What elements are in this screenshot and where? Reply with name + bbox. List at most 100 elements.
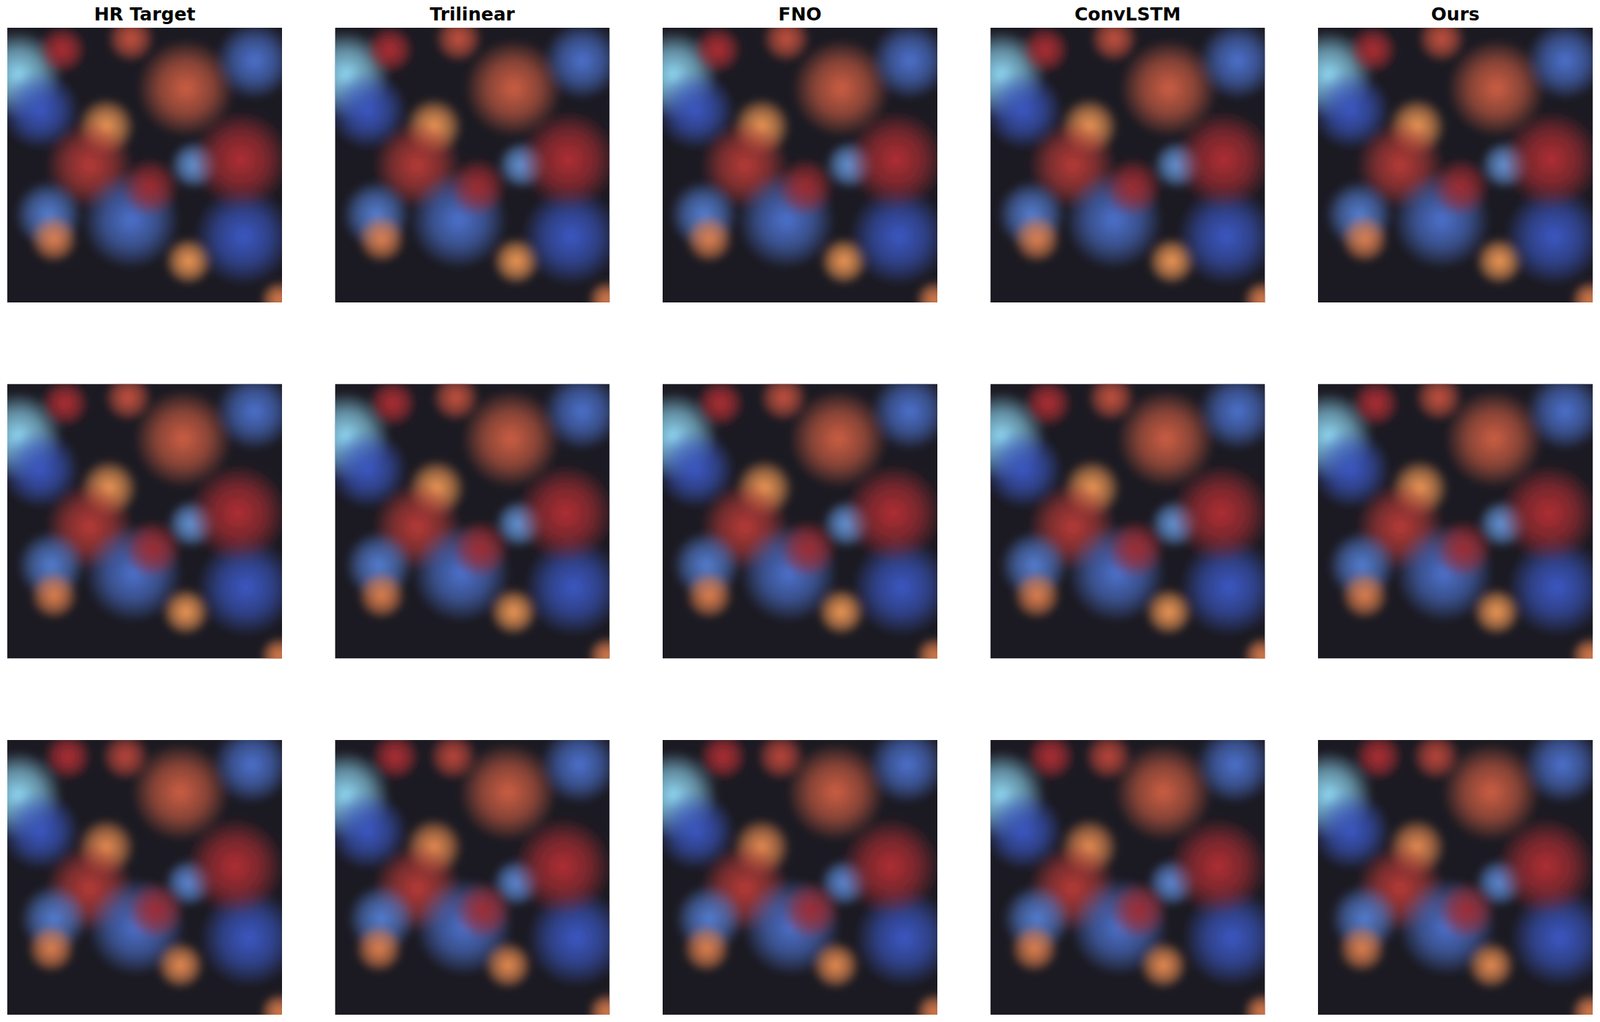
vortex <box>7 429 80 509</box>
panel <box>957 371 1283 676</box>
panel <box>957 13 1283 320</box>
vortex <box>335 429 408 509</box>
vortex <box>7 791 80 871</box>
vortex <box>1083 740 1134 782</box>
vortex <box>357 214 407 265</box>
field <box>7 740 283 1015</box>
vortex <box>335 791 408 871</box>
panel <box>629 371 955 676</box>
field <box>335 27 611 303</box>
vortex <box>870 27 938 101</box>
vortex <box>1525 384 1593 452</box>
vortex <box>1025 740 1076 782</box>
vortex <box>587 992 611 1015</box>
vortex <box>1168 816 1266 916</box>
vortex <box>662 70 735 150</box>
vortex <box>761 27 811 64</box>
vortex <box>1353 740 1404 782</box>
vortex <box>1242 992 1266 1015</box>
vortex <box>843 463 938 563</box>
vortex <box>431 384 481 424</box>
vortex <box>516 463 611 563</box>
field <box>662 384 938 659</box>
vortex <box>1339 214 1390 265</box>
vortex <box>1195 740 1266 805</box>
panel <box>1284 725 1600 1022</box>
panel <box>629 725 955 1022</box>
field <box>1317 384 1593 659</box>
column-title: FNO <box>778 3 822 25</box>
vortex <box>542 384 611 452</box>
vortex <box>1317 429 1391 509</box>
vortex <box>518 110 610 209</box>
vortex <box>1317 70 1391 150</box>
vortex <box>681 924 732 974</box>
vortex <box>914 636 938 659</box>
figure: HR TargetTrilinearFNOConvLSTMOurs <box>0 0 1600 1022</box>
vortex <box>1103 157 1163 217</box>
vortex <box>1411 740 1462 782</box>
vortex <box>214 384 283 452</box>
vortex <box>105 27 156 64</box>
vortex <box>428 740 478 782</box>
vortex <box>914 279 938 303</box>
vortex <box>539 740 611 805</box>
panel <box>301 371 627 676</box>
vortex <box>513 816 611 916</box>
field <box>7 27 283 303</box>
vortex <box>990 791 1064 871</box>
vortex <box>662 791 735 871</box>
vortex <box>1198 384 1266 452</box>
vortex <box>1242 636 1266 659</box>
vortex <box>1502 110 1593 209</box>
vortex <box>1242 279 1266 303</box>
vortex <box>370 740 421 782</box>
vortex <box>1086 384 1137 424</box>
column-title: Ours <box>1431 3 1480 25</box>
vortex <box>1317 791 1391 871</box>
vortex <box>759 384 809 424</box>
vortex <box>1431 157 1491 217</box>
vortex <box>26 924 76 974</box>
vortex <box>542 27 611 101</box>
vortex <box>1336 924 1387 974</box>
vortex <box>1012 570 1063 621</box>
vortex <box>775 157 836 217</box>
vortex <box>810 940 861 990</box>
vortex <box>354 924 405 974</box>
vortex <box>259 279 283 303</box>
vortex <box>1106 518 1166 578</box>
vortex <box>1434 518 1494 578</box>
panel <box>1284 371 1600 676</box>
vortex <box>662 429 735 509</box>
vortex <box>756 740 806 782</box>
vortex <box>1174 110 1265 209</box>
vortex <box>1109 881 1169 941</box>
vortex <box>188 463 283 563</box>
vortex <box>1009 924 1060 974</box>
vortex <box>1496 816 1593 916</box>
panel <box>0 13 299 320</box>
vortex <box>1350 384 1401 429</box>
vortex <box>1570 992 1593 1015</box>
vortex <box>185 816 283 916</box>
field <box>662 27 938 303</box>
vortex <box>1525 27 1593 101</box>
vortex <box>211 740 283 805</box>
field <box>990 384 1266 659</box>
vortex <box>453 881 513 941</box>
vortex <box>259 636 283 659</box>
vortex <box>778 518 838 578</box>
vortex <box>450 518 510 578</box>
vortex <box>990 70 1064 150</box>
vortex <box>846 110 938 209</box>
column-title: Trilinear <box>429 3 516 25</box>
field <box>7 384 283 659</box>
vortex <box>587 279 611 303</box>
panel <box>1284 13 1600 320</box>
field <box>335 740 611 1015</box>
vortex <box>1138 940 1189 990</box>
vortex <box>29 214 79 265</box>
vortex <box>1570 279 1593 303</box>
vortex <box>37 27 87 75</box>
